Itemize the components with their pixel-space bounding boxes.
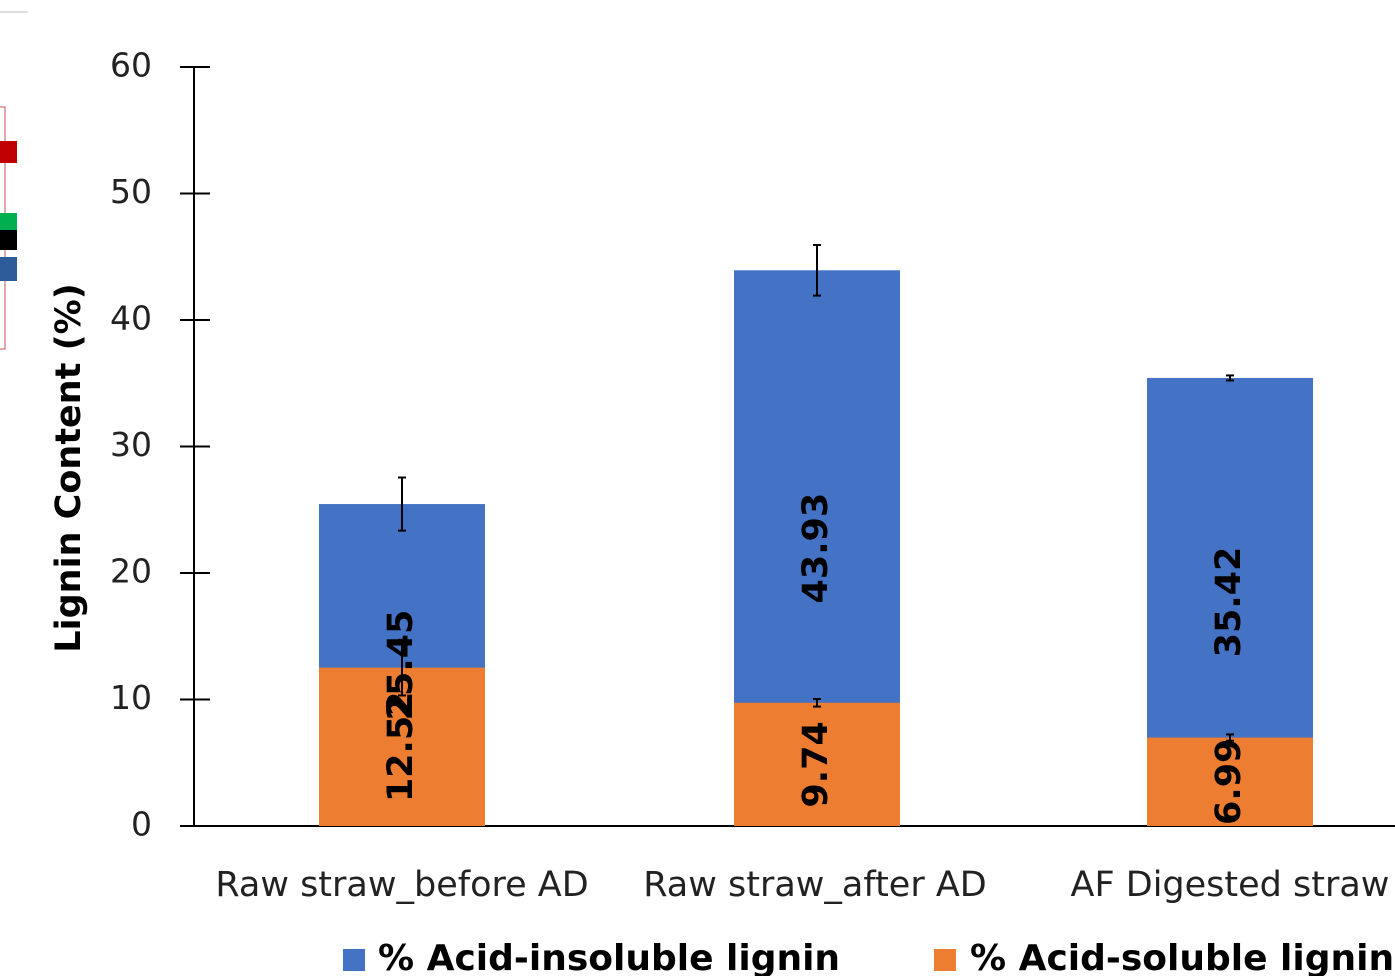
error-bars [398,243,1234,742]
y-tick-label: 30 [110,425,152,464]
edge-legend-marker [0,230,17,250]
data-label: 25.45 [381,610,421,721]
y-axis-label: Lignin Content (%) [49,283,89,652]
x-category-label: Raw straw_before AD [215,865,588,905]
legend: % Acid-insoluble lignin % Acid-soluble li… [343,938,1394,976]
legend-swatch [934,949,956,971]
bar-segment [1147,737,1313,826]
cropped-neighbor-legend-fragment [0,11,28,350]
y-tick-label: 50 [110,172,152,211]
edge-legend-marker [0,257,17,281]
data-label: 12.52 [381,691,421,802]
data-label: 6.99 [1209,739,1249,825]
edge-legend-marker [0,141,17,163]
bar-segment [734,702,900,826]
data-label: 35.42 [1209,547,1249,658]
y-tick-label: 10 [110,678,152,717]
data-label: 9.74 [796,721,836,807]
legend-label: % Acid-soluble lignin [970,938,1394,976]
legend-swatch [343,949,365,971]
y-tick-label: 20 [110,552,152,591]
data-label: 43.93 [796,493,836,604]
x-category-label: Raw straw_after AD [643,865,987,905]
legend-label: % Acid-insoluble lignin [378,938,840,976]
y-tick-label: 0 [131,805,152,844]
chart-bars [319,270,1313,826]
y-tick-label: 40 [110,299,152,338]
y-tick-label: 60 [110,46,152,85]
x-category-label: AF Digested straw [1071,865,1390,905]
